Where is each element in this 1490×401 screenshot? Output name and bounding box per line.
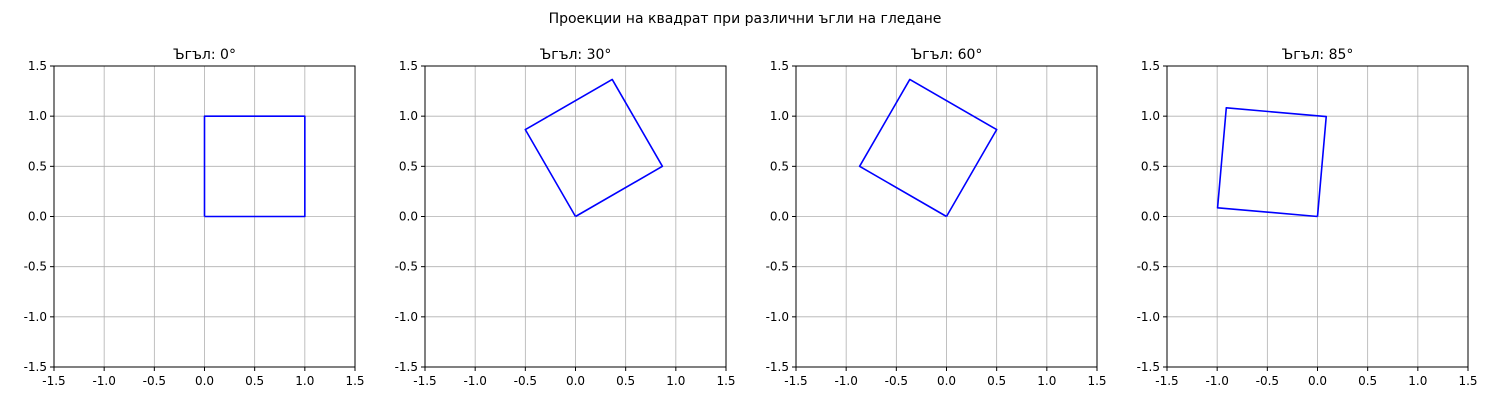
axes-container: -1.5 -1.0 -0.5 0.0 0.5 1.0 1.5 -1.5 -1.0 -0.5 0.0 0… xyxy=(24,47,1478,388)
y-tick-label: -1.0 xyxy=(395,310,418,324)
x-tick-label: -0.5 xyxy=(514,374,537,388)
subplot-4: -1.5 -1.0 -0.5 0.0 0.5 1.0 1.5 -1.5 -1.0 -0.5 0.0 0… xyxy=(1137,47,1478,388)
y-tick-label: 1.5 xyxy=(770,59,789,73)
x-tick-label: 0.0 xyxy=(566,374,585,388)
y-tick-label: 1.0 xyxy=(399,109,418,123)
y-tick-label: -0.5 xyxy=(1137,260,1160,274)
x-tick-label: 1.5 xyxy=(716,374,735,388)
y-tick-label: -1.0 xyxy=(766,310,789,324)
x-tick-label: -1.0 xyxy=(463,374,486,388)
x-tick-label: -0.5 xyxy=(885,374,908,388)
square-outline xyxy=(1216,107,1328,218)
y-tick-label: 0.0 xyxy=(770,210,789,224)
y-tick-label: 1.5 xyxy=(399,59,418,73)
y-tick-label: 1.0 xyxy=(1141,109,1160,123)
square-outline xyxy=(524,78,664,218)
y-tick-label: 1.0 xyxy=(28,109,47,123)
y-tick-label: -1.5 xyxy=(395,360,418,374)
y-tick-label: 0.5 xyxy=(1141,159,1160,173)
x-tick-label: -0.5 xyxy=(143,374,166,388)
square-outline xyxy=(203,115,306,218)
x-tick-label: -1.5 xyxy=(1155,374,1178,388)
x-tick-label: 0.0 xyxy=(1308,374,1327,388)
x-tick-label: 1.0 xyxy=(295,374,314,388)
y-tick-label: -1.5 xyxy=(1137,360,1160,374)
x-tick-label: -0.5 xyxy=(1256,374,1279,388)
figure-suptitle: Проекции на квадрат при различни ъгли на… xyxy=(549,11,942,27)
x-tick-label: 0.0 xyxy=(937,374,956,388)
y-tick-label: 1.5 xyxy=(1141,59,1160,73)
y-tick-label: -1.0 xyxy=(24,310,47,324)
subplot-3: -1.5 -1.0 -0.5 0.0 0.5 1.0 1.5 -1.5 -1.0 -0.5 0.0 0… xyxy=(766,47,1107,388)
y-tick-label: 1.5 xyxy=(28,59,47,73)
y-tick-label: -1.5 xyxy=(766,360,789,374)
subplot-1: -1.5 -1.0 -0.5 0.0 0.5 1.0 1.5 -1.5 -1.0 -0.5 0.0 0… xyxy=(24,47,365,388)
x-tick-label: 1.5 xyxy=(1087,374,1106,388)
x-tick-label: 0.5 xyxy=(1358,374,1377,388)
y-tick-label: 1.0 xyxy=(770,109,789,123)
x-tick-label: 1.5 xyxy=(1458,374,1477,388)
x-tick-label: 0.5 xyxy=(987,374,1006,388)
y-tick-label: -0.5 xyxy=(766,260,789,274)
x-tick-label: 0.5 xyxy=(616,374,635,388)
x-tick-label: 1.5 xyxy=(345,374,364,388)
subplot-2: -1.5 -1.0 -0.5 0.0 0.5 1.0 1.5 -1.5 -1.0 -0.5 0.0 0… xyxy=(395,47,736,388)
x-tick-label: -1.0 xyxy=(92,374,115,388)
y-tick-label: 0.0 xyxy=(28,210,47,224)
subplot-title: Ъгъл: 30° xyxy=(540,47,612,63)
x-tick-label: 1.0 xyxy=(666,374,685,388)
x-tick-label: 0.5 xyxy=(245,374,264,388)
y-tick-label: -0.5 xyxy=(24,260,47,274)
y-tick-label: 0.5 xyxy=(399,159,418,173)
subplot-title: Ъгъл: 60° xyxy=(911,47,983,63)
x-tick-label: 1.0 xyxy=(1408,374,1427,388)
y-tick-label: 0.5 xyxy=(770,159,789,173)
y-tick-label: -1.5 xyxy=(24,360,47,374)
x-tick-label: -1.5 xyxy=(784,374,807,388)
x-tick-label: 0.0 xyxy=(195,374,214,388)
y-tick-label: 0.0 xyxy=(1141,210,1160,224)
y-tick-label: -1.0 xyxy=(1137,310,1160,324)
subplot-title: Ъгъл: 0° xyxy=(173,47,236,63)
x-tick-label: -1.5 xyxy=(42,374,65,388)
square-outline xyxy=(858,78,998,218)
y-tick-label: 0.5 xyxy=(28,159,47,173)
y-tick-label: 0.0 xyxy=(399,210,418,224)
x-tick-label: -1.5 xyxy=(413,374,436,388)
y-tick-label: -0.5 xyxy=(395,260,418,274)
x-tick-label: -1.0 xyxy=(1205,374,1228,388)
x-tick-label: -1.0 xyxy=(834,374,857,388)
x-tick-label: 1.0 xyxy=(1037,374,1056,388)
subplot-title: Ъгъл: 85° xyxy=(1282,47,1354,63)
